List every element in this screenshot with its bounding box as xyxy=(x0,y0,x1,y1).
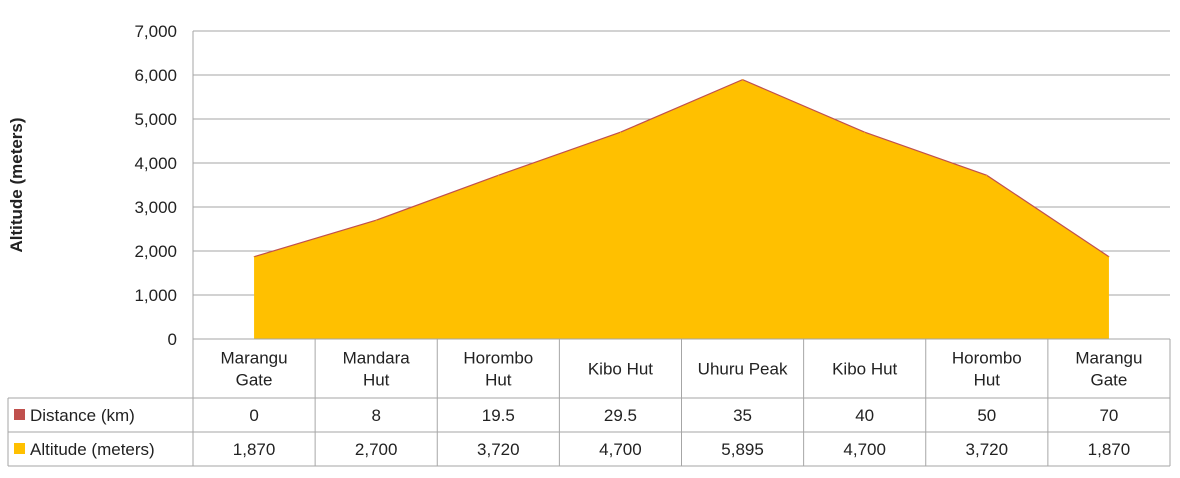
data-cell: 3,720 xyxy=(477,440,520,459)
data-cell: 3,720 xyxy=(966,440,1009,459)
altitude-point xyxy=(1108,256,1110,258)
legend-entry: Distance (km) xyxy=(30,406,135,425)
data-cell: 35 xyxy=(733,406,752,425)
data-cell: 8 xyxy=(371,406,380,425)
x-category-label: Uhuru Peak xyxy=(698,360,788,379)
x-category-label: Horombo xyxy=(463,349,533,368)
x-category-label: Gate xyxy=(236,371,273,390)
x-category-label: Marangu xyxy=(221,349,288,368)
data-cell: 1,870 xyxy=(1088,440,1131,459)
altitude-point xyxy=(497,174,499,176)
x-category-label: Hut xyxy=(363,371,390,390)
altitude-area-series xyxy=(253,78,1110,340)
data-cell: 4,700 xyxy=(843,440,886,459)
legend-swatch xyxy=(14,443,25,454)
y-tick-label: 5,000 xyxy=(134,110,177,129)
legend-entry: Altitude (meters) xyxy=(30,440,155,459)
y-tick-label: 6,000 xyxy=(134,66,177,85)
data-cell: 1,870 xyxy=(233,440,276,459)
data-cell: 19.5 xyxy=(482,406,515,425)
data-cell: 70 xyxy=(1099,406,1118,425)
y-tick-label: 4,000 xyxy=(134,154,177,173)
x-category-label: Kibo Hut xyxy=(832,360,897,379)
data-cell: 40 xyxy=(855,406,874,425)
y-tick-label: 3,000 xyxy=(134,198,177,217)
altitude-point xyxy=(253,256,255,258)
altitude-point xyxy=(619,131,621,133)
data-cell: 5,895 xyxy=(721,440,764,459)
x-category-label: Horombo xyxy=(952,349,1022,368)
altitude-point xyxy=(742,79,744,81)
y-tick-label: 0 xyxy=(168,330,177,349)
y-tick-label: 2,000 xyxy=(134,242,177,261)
data-cell: 29.5 xyxy=(604,406,637,425)
altitude-area xyxy=(254,79,1109,340)
x-category-label: Kibo Hut xyxy=(588,360,653,379)
y-tick-label: 1,000 xyxy=(134,286,177,305)
altitude-outline xyxy=(253,78,1110,258)
altitude-point xyxy=(375,219,377,221)
x-category-label: Mandara xyxy=(343,349,411,368)
y-axis-ticks: 0 1,000 2,000 3,000 4,000 5,000 6,000 7,000 xyxy=(134,22,177,349)
data-cell: 4,700 xyxy=(599,440,642,459)
data-cell: 50 xyxy=(977,406,996,425)
data-cell: 0 xyxy=(249,406,258,425)
x-category-label: Marangu xyxy=(1075,349,1142,368)
x-category-label: Hut xyxy=(974,371,1001,390)
legend-swatch xyxy=(14,409,25,420)
x-category-label: Hut xyxy=(485,371,512,390)
altitude-point xyxy=(986,174,988,176)
x-category-label: Gate xyxy=(1091,371,1128,390)
altitude-point xyxy=(864,131,866,133)
data-table: Marangu Gate Mandara Hut Horombo Hut Kibo Hut U… xyxy=(7,338,1171,467)
y-tick-label: 7,000 xyxy=(134,22,177,41)
y-axis-title: Altitude (meters) xyxy=(7,117,26,252)
data-cell: 2,700 xyxy=(355,440,398,459)
